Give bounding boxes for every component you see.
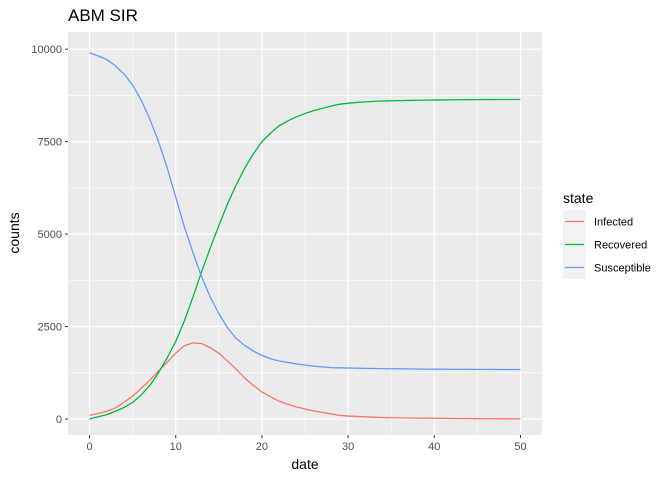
y-tick-label: 7500 bbox=[38, 137, 62, 149]
y-tick-label: 2500 bbox=[38, 322, 62, 334]
x-tick-label: 0 bbox=[86, 441, 92, 453]
x-tick-label: 40 bbox=[428, 441, 440, 453]
x-tick-label: 10 bbox=[170, 441, 182, 453]
legend: Infected Recovered Susceptible bbox=[563, 210, 651, 279]
y-axis-title: counts bbox=[6, 212, 22, 253]
x-tick-label: 20 bbox=[256, 441, 268, 453]
legend-label-susceptible: Susceptible bbox=[594, 263, 651, 275]
x-tick-label: 30 bbox=[342, 441, 354, 453]
y-tick-label: 5000 bbox=[38, 229, 62, 241]
legend-title: state bbox=[563, 190, 594, 206]
series-line-recovered bbox=[89, 98, 521, 420]
legend-label-recovered: Recovered bbox=[594, 240, 647, 252]
series-line-susceptible bbox=[89, 52, 521, 371]
y-tick-label: 10000 bbox=[31, 44, 62, 56]
minor-gridlines bbox=[68, 32, 542, 435]
y-tick-label: 0 bbox=[56, 414, 62, 426]
legend-label-infected: Infected bbox=[594, 217, 633, 229]
series-lines bbox=[89, 52, 521, 420]
major-gridlines bbox=[68, 32, 542, 435]
x-axis-title: date bbox=[291, 456, 318, 472]
x-axis-ticks: 0 10 20 30 40 50 bbox=[86, 435, 527, 453]
x-tick-label: 50 bbox=[514, 441, 526, 453]
chart-title: ABM SIR bbox=[68, 6, 138, 25]
y-axis-ticks: 0 2500 5000 7500 10000 bbox=[31, 44, 68, 426]
